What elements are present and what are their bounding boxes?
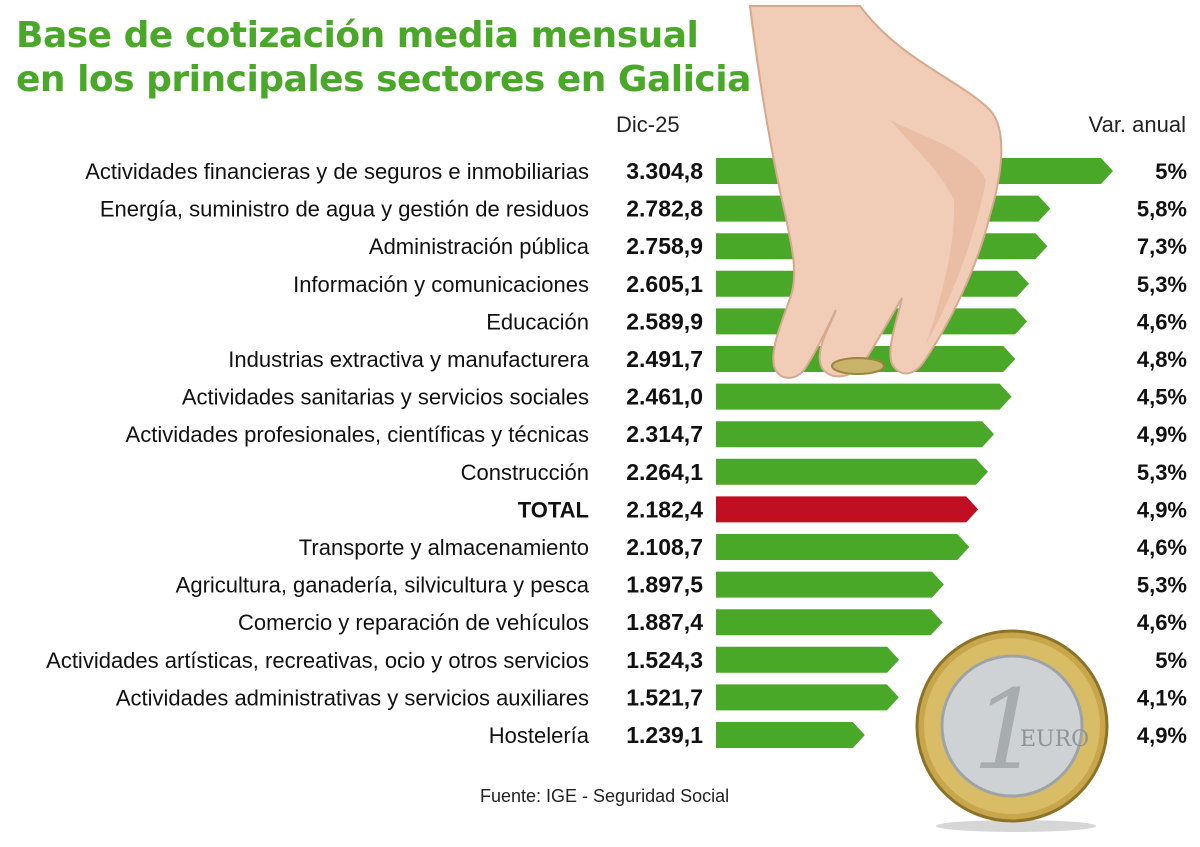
coin-shadow — [936, 820, 1096, 832]
category-label: Educación — [486, 309, 589, 334]
category-label: Actividades profesionales, científicas y… — [126, 422, 589, 447]
variation-label: 5,3% — [1137, 573, 1187, 598]
bar — [716, 609, 943, 636]
variation-label: 4,6% — [1137, 610, 1187, 635]
category-label: Actividades financieras y de seguros e i… — [85, 159, 589, 184]
category-label: Comercio y reparación de vehículos — [238, 610, 589, 635]
euro-coin-illustration: 1 EURO — [915, 629, 1109, 832]
value-label: 2.461,0 — [626, 384, 703, 410]
bar — [716, 534, 970, 560]
bar — [716, 722, 865, 748]
value-label: 1.887,4 — [626, 609, 703, 635]
category-label: Actividades administrativas y servicios … — [116, 685, 589, 710]
variation-label: 4,6% — [1137, 535, 1187, 560]
title-line-1: Base de cotización media mensual — [16, 15, 699, 56]
variation-label: 4,9% — [1137, 497, 1187, 522]
variation-label: 5,3% — [1137, 272, 1187, 297]
category-label: Actividades artísticas, recreativas, oci… — [46, 648, 589, 673]
variation-label: 5% — [1155, 648, 1187, 673]
variation-label: 4,5% — [1137, 385, 1187, 410]
category-label: Agricultura, ganadería, silvicultura y p… — [176, 573, 590, 598]
held-coin — [831, 357, 885, 375]
value-label: 1.897,5 — [626, 572, 703, 598]
value-label: 1.521,7 — [626, 684, 703, 710]
category-label: Administración pública — [369, 234, 590, 259]
coin-euro-text: EURO — [1020, 727, 1089, 752]
hand-shadow — [890, 120, 986, 344]
variation-label: 5,3% — [1137, 460, 1187, 485]
variation-column-header: Var. anual — [1088, 112, 1186, 137]
variation-label: 4,9% — [1137, 422, 1187, 447]
category-label: Industrias extractiva y manufacturera — [228, 347, 589, 372]
title-line-2: en los principales sectores en Galicia — [16, 59, 751, 100]
coin-center — [940, 654, 1084, 798]
variation-label: 5% — [1155, 159, 1187, 184]
value-label: 1.239,1 — [626, 722, 703, 748]
variation-label: 4,1% — [1137, 685, 1187, 710]
category-label: TOTAL — [518, 497, 589, 522]
value-label: 2.182,4 — [626, 496, 703, 522]
value-label: 1.524,3 — [626, 647, 703, 673]
value-label: 2.108,7 — [626, 534, 703, 560]
value-label: 2.314,7 — [626, 421, 703, 447]
variation-label: 7,3% — [1137, 234, 1187, 259]
variation-label: 4,8% — [1137, 347, 1187, 372]
value-label: 3.304,8 — [626, 158, 703, 184]
category-label: Información y comunicaciones — [293, 272, 589, 297]
chart-title: Base de cotización media mensual en los … — [16, 14, 751, 102]
coin-numeral: 1 — [972, 666, 1042, 794]
category-label: Actividades sanitarias y servicios socia… — [182, 385, 589, 410]
value-label: 2.605,1 — [626, 271, 703, 297]
value-label: 2.589,9 — [626, 308, 703, 334]
bar — [716, 458, 988, 485]
hand-illustration — [748, 5, 1003, 379]
bar — [716, 421, 995, 448]
variation-label: 5,8% — [1137, 197, 1187, 222]
value-label: 2.782,8 — [626, 196, 703, 222]
bar — [716, 684, 899, 711]
value-column-header: Dic-25 — [616, 112, 680, 137]
category-label: Construcción — [461, 460, 589, 485]
variation-label: 4,6% — [1137, 309, 1187, 334]
bar-total — [716, 496, 979, 523]
value-label: 2.264,1 — [626, 459, 703, 485]
category-label: Energía, suministro de agua y gestión de… — [100, 197, 589, 222]
bar — [716, 646, 900, 673]
category-label: Transporte y almacenamiento — [299, 535, 589, 560]
value-label: 2.491,7 — [626, 346, 703, 372]
bar — [716, 571, 944, 598]
variation-label: 4,9% — [1137, 723, 1187, 748]
value-label: 2.758,9 — [626, 233, 703, 259]
source-note: Fuente: IGE - Seguridad Social — [480, 786, 730, 806]
category-label: Hostelería — [489, 723, 590, 748]
bar — [716, 383, 1012, 410]
